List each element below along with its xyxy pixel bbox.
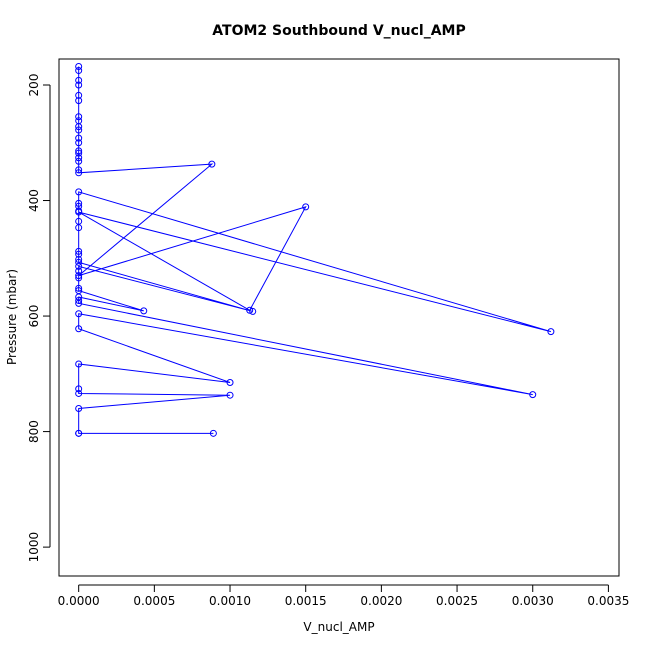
- series-group: [75, 63, 555, 437]
- x-tick-label: 0.0030: [512, 594, 554, 608]
- data-point: [75, 188, 83, 196]
- data-point: [75, 389, 83, 397]
- data-point: [75, 258, 83, 266]
- data-point: [249, 307, 257, 315]
- data-point: [75, 134, 83, 142]
- data-point: [547, 328, 555, 336]
- x-tick-label: 0.0035: [587, 594, 629, 608]
- data-point: [209, 429, 217, 437]
- data-point: [75, 247, 83, 255]
- data-point: [75, 299, 83, 307]
- y-tick-label: 200: [27, 74, 41, 97]
- x-tick-label: 0.0010: [209, 594, 251, 608]
- data-point: [75, 149, 83, 157]
- data-point: [75, 272, 83, 280]
- data-point: [75, 429, 83, 437]
- data-point: [75, 154, 83, 162]
- y-tick-label: 800: [27, 420, 41, 443]
- data-point: [75, 284, 83, 292]
- data-point: [75, 126, 83, 134]
- data-point: [529, 391, 537, 399]
- data-point: [75, 199, 83, 207]
- data-point: [75, 310, 83, 318]
- data-point: [302, 203, 310, 211]
- data-point: [75, 91, 83, 99]
- data-point: [75, 147, 83, 155]
- data-point: [226, 391, 234, 399]
- y-tick-label: 600: [27, 305, 41, 328]
- x-tick-label: 0.0025: [436, 594, 478, 608]
- plot-area: [75, 63, 555, 437]
- data-point: [75, 262, 83, 270]
- data-point: [75, 385, 83, 393]
- data-point: [75, 404, 83, 412]
- data-point: [75, 267, 83, 275]
- data-point: [75, 67, 83, 75]
- data-point: [75, 274, 83, 282]
- chart-title: ATOM2 Southbound V_nucl_AMP: [212, 23, 465, 39]
- data-point: [75, 63, 83, 71]
- y-tick-label: 1000: [27, 532, 41, 563]
- data-point: [140, 307, 148, 315]
- data-point: [75, 255, 83, 263]
- data-point: [75, 207, 83, 215]
- x-tick-label: 0.0020: [360, 594, 402, 608]
- y-tick-label: 400: [27, 189, 41, 212]
- data-point: [75, 123, 83, 131]
- data-point: [75, 113, 83, 121]
- data-point: [226, 378, 234, 386]
- data-point: [75, 166, 83, 174]
- x-tick-label: 0.0000: [58, 594, 100, 608]
- x-tick-label: 0.0005: [133, 594, 175, 608]
- data-point: [75, 224, 83, 232]
- data-point: [75, 325, 83, 333]
- x-axis: 0.0000 0.0005 0.0010 0.0015 0.0020 0.0025 0.00…: [58, 584, 629, 608]
- data-point: [75, 76, 83, 84]
- x-tick-label: 0.0015: [285, 594, 327, 608]
- data-point: [75, 360, 83, 368]
- x-axis-label: V_nucl_AMP: [303, 620, 374, 634]
- data-point: [208, 160, 216, 168]
- data-point: [75, 81, 83, 89]
- data-point: [75, 139, 83, 147]
- data-point: [75, 97, 83, 105]
- data-point: [75, 157, 83, 165]
- data-point: [75, 169, 83, 177]
- data-point: [246, 306, 254, 314]
- y-axis-label: Pressure (mbar): [5, 269, 19, 365]
- data-point: [75, 250, 83, 258]
- data-point: [75, 296, 83, 304]
- data-point: [75, 202, 83, 210]
- plot-frame: [58, 58, 620, 577]
- y-axis: 200 400 600 800 1000: [27, 74, 51, 563]
